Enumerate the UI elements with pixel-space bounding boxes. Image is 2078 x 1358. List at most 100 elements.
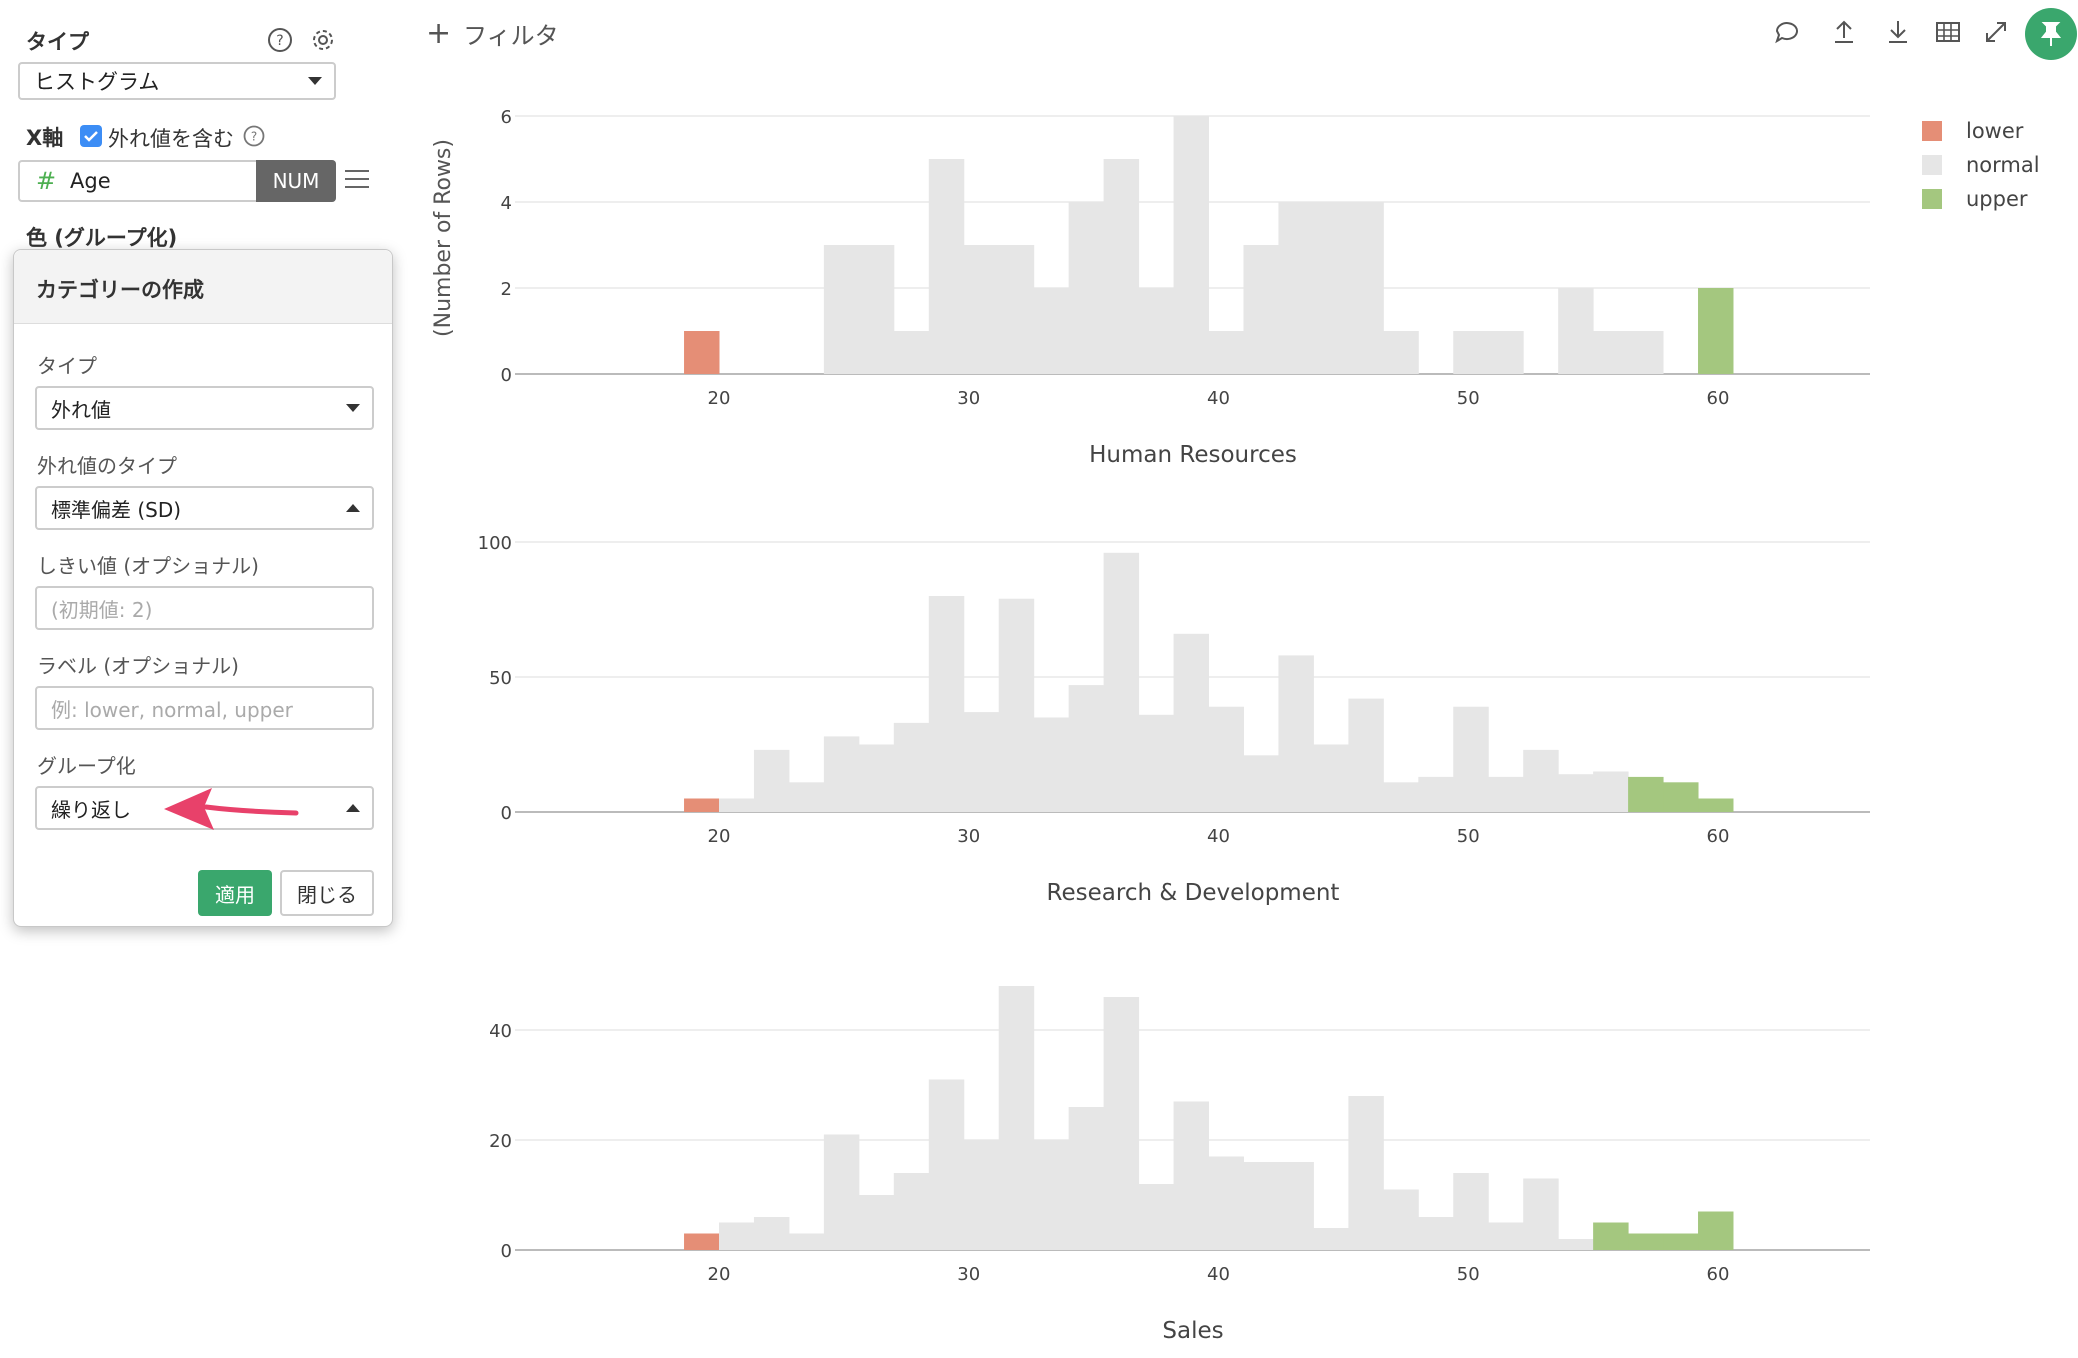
histogram-bar-normal: [1174, 116, 1209, 374]
histogram-bar-normal: [1488, 1223, 1523, 1251]
x-tick-label: 40: [1207, 1264, 1230, 1285]
histogram-bar-normal: [929, 1080, 964, 1251]
facet-title: Human Resources: [1089, 442, 1297, 468]
histogram-bar-normal: [789, 782, 824, 812]
x-tick-label: 60: [1707, 388, 1730, 409]
histogram-bar-normal: [859, 245, 894, 374]
histogram-bar-normal: [789, 1234, 824, 1251]
histogram-bar-normal: [1139, 715, 1174, 812]
legend-item-upper[interactable]: upper: [1922, 182, 2040, 216]
histogram-bar-normal: [1313, 745, 1348, 813]
histogram-bar-normal: [1523, 1179, 1558, 1251]
histogram-bar-normal: [754, 750, 789, 812]
histogram-bar-upper: [1663, 1234, 1698, 1251]
y-tick-label: 0: [501, 1241, 512, 1262]
histogram-bar-normal: [1104, 997, 1139, 1250]
histogram-bar-normal: [1034, 1140, 1069, 1250]
histogram-bar-normal: [1348, 202, 1383, 374]
histogram-bar-normal: [1139, 1184, 1174, 1250]
y-tick-label: 100: [478, 533, 512, 554]
histogram-bar-normal: [1628, 331, 1663, 374]
histogram-bar-normal: [1593, 331, 1628, 374]
histogram-bar-normal: [719, 799, 754, 813]
histogram-bar-normal: [1174, 634, 1209, 812]
histogram-chart: (Number of Rows) 0 2 4 6 20 30 40 50 60 Human Res…: [0, 0, 2078, 1358]
histogram-bar-upper: [1698, 288, 1733, 374]
x-tick-label: 60: [1707, 826, 1730, 847]
histogram-bar-normal: [894, 331, 929, 374]
y-axis-title: (Number of Rows): [431, 139, 456, 337]
x-tick-label: 50: [1457, 826, 1480, 847]
histogram-bar-upper: [1698, 1212, 1733, 1251]
histogram-bar-normal: [1209, 707, 1244, 812]
histogram-bar-normal: [1418, 777, 1453, 812]
histogram-bar-normal: [1243, 245, 1278, 374]
histogram-bar-normal: [754, 1217, 789, 1250]
histogram-bar-normal: [1278, 202, 1313, 374]
histogram-bar-normal: [1104, 159, 1139, 374]
x-tick-label: 50: [1457, 388, 1480, 409]
y-tick-label: 2: [501, 279, 512, 300]
histogram-bar-normal: [1488, 331, 1523, 374]
legend-label: normal: [1966, 153, 2040, 177]
x-tick-label: 40: [1207, 388, 1230, 409]
histogram-bar-normal: [1209, 331, 1244, 374]
histogram-bar-normal: [1243, 755, 1278, 812]
histogram-bar-normal: [1488, 777, 1523, 812]
histogram-bar-normal: [1523, 750, 1558, 812]
histogram-bar-normal: [1348, 699, 1383, 812]
histogram-bar-normal: [1069, 1107, 1104, 1250]
histogram-bar-normal: [1383, 1190, 1418, 1251]
x-tick-label: 20: [708, 388, 731, 409]
x-tick-label: 30: [957, 388, 980, 409]
histogram-bar-normal: [859, 1195, 894, 1250]
histogram-bar-normal: [1593, 772, 1628, 813]
x-tick-label: 30: [957, 826, 980, 847]
histogram-bar-normal: [1243, 1162, 1278, 1250]
x-tick-label: 20: [708, 826, 731, 847]
histogram-bar-upper: [1663, 782, 1698, 812]
histogram-bar-normal: [1453, 1173, 1488, 1250]
facet-title: Research & Development: [1047, 880, 1340, 906]
histogram-bar-lower: [684, 1234, 719, 1251]
y-tick-label: 6: [501, 107, 512, 128]
legend-swatch: [1922, 121, 1942, 141]
legend-swatch: [1922, 155, 1942, 175]
histogram-bar-normal: [824, 1135, 859, 1251]
histogram-bar-lower: [684, 331, 719, 374]
legend: lower normal upper: [1922, 114, 2040, 216]
histogram-bar-normal: [1453, 707, 1488, 812]
x-tick-label: 50: [1457, 1264, 1480, 1285]
y-tick-label: 40: [489, 1021, 512, 1042]
y-tick-label: 50: [489, 668, 512, 689]
histogram-bar-normal: [824, 245, 859, 374]
histogram-bar-normal: [1174, 1102, 1209, 1251]
legend-label: upper: [1966, 187, 2028, 211]
histogram-bar-normal: [1034, 288, 1069, 374]
y-tick-label: 0: [501, 803, 512, 824]
histogram-bar-normal: [1278, 1162, 1313, 1250]
x-tick-label: 60: [1707, 1264, 1730, 1285]
histogram-bar-normal: [964, 1140, 999, 1250]
histogram-bar-normal: [1139, 288, 1174, 374]
legend-item-normal[interactable]: normal: [1922, 148, 2040, 182]
histogram-bar-normal: [929, 596, 964, 812]
histogram-bar-normal: [1278, 655, 1313, 812]
histogram-bar-lower: [684, 799, 719, 813]
histogram-bar-normal: [1104, 553, 1139, 812]
histogram-bar-normal: [1383, 331, 1418, 374]
y-tick-label: 4: [501, 193, 512, 214]
histogram-bar-normal: [929, 159, 964, 374]
histogram-bar-normal: [1034, 718, 1069, 813]
legend-item-lower[interactable]: lower: [1922, 114, 2040, 148]
histogram-bar-normal: [1313, 1228, 1348, 1250]
legend-label: lower: [1966, 119, 2023, 143]
histogram-bar-normal: [1209, 1157, 1244, 1251]
histogram-bar-normal: [894, 1173, 929, 1250]
histogram-bar-upper: [1628, 777, 1663, 812]
histogram-bar-normal: [1348, 1096, 1383, 1250]
facet-title: Sales: [1162, 1318, 1223, 1344]
histogram-bar-normal: [1069, 202, 1104, 374]
histogram-bar-normal: [1558, 288, 1593, 374]
histogram-bar-normal: [894, 723, 929, 812]
